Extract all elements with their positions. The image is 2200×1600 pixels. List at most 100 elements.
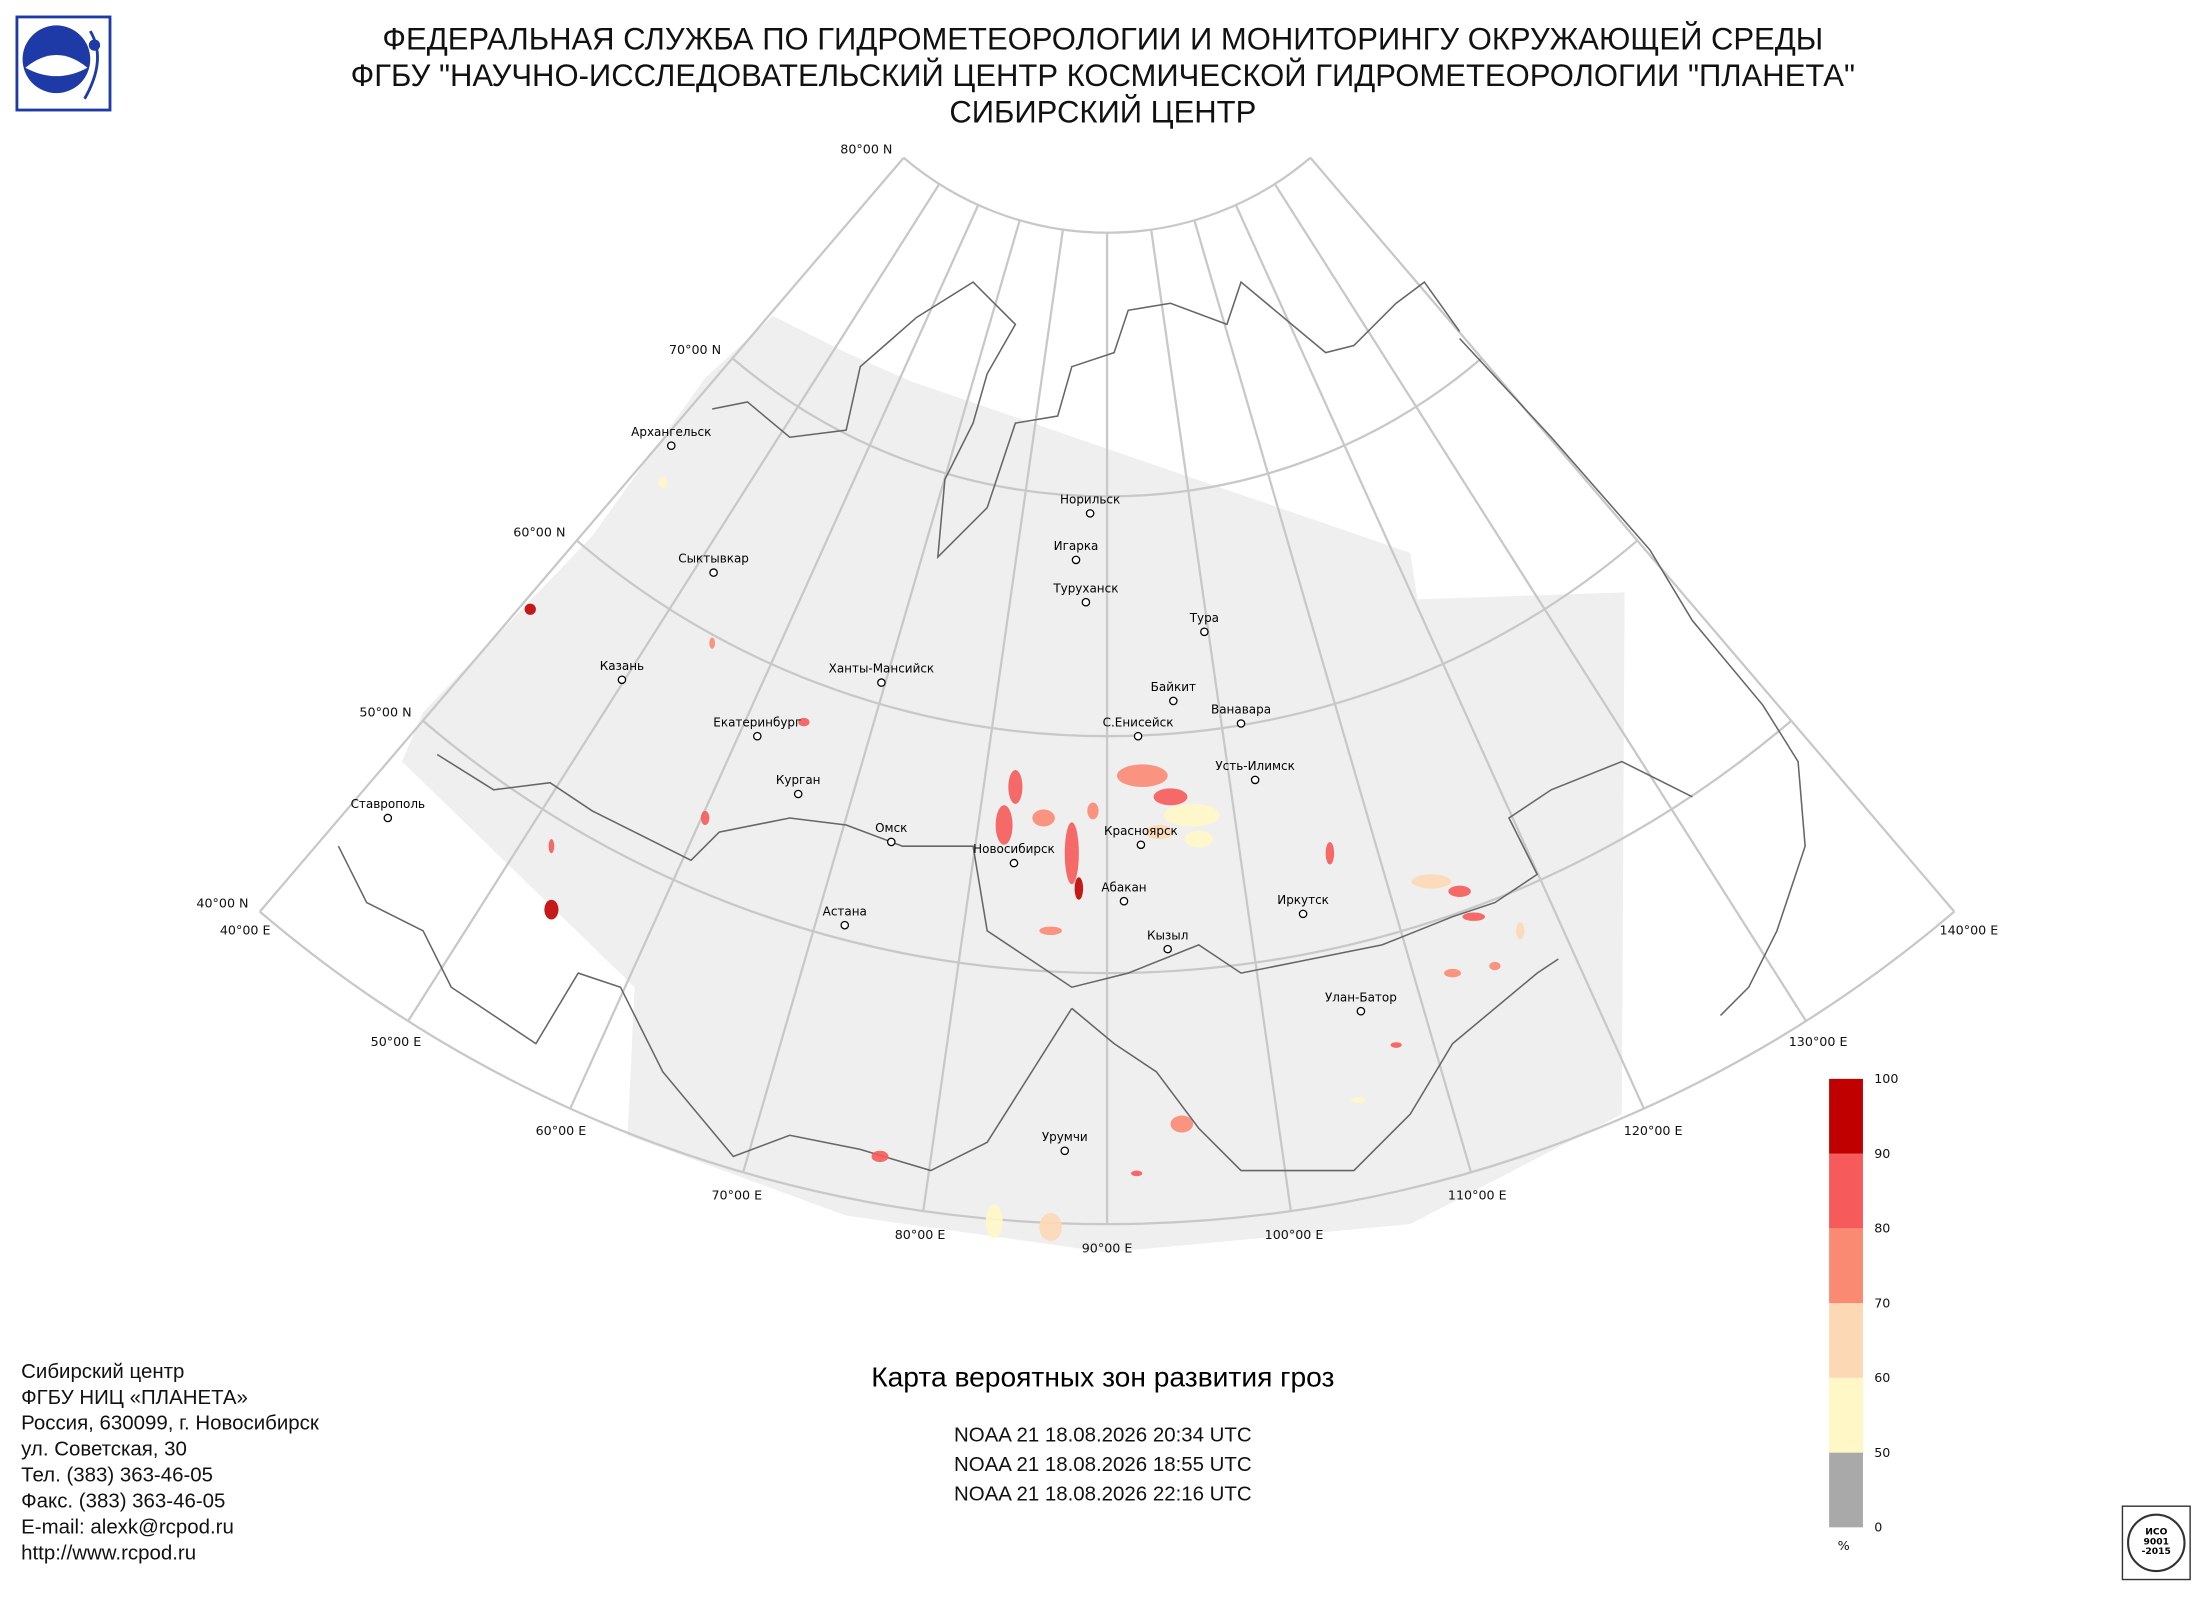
- city-marker: [753, 731, 762, 741]
- city-label: Новосибирск: [973, 842, 1055, 856]
- storm-zone: [1516, 922, 1525, 940]
- city-marker: [1060, 1146, 1070, 1156]
- meridian: [1234, 204, 1645, 1110]
- legend-tick-label: 50: [1874, 1445, 1890, 1460]
- storm-zone: [1039, 1212, 1062, 1242]
- legend-tick-label: 70: [1874, 1295, 1890, 1310]
- city-label: Ханты-Мансийск: [829, 662, 935, 676]
- address-line: E-mail: alexk@rcpod.ru: [21, 1516, 234, 1539]
- storm-zone: [658, 476, 668, 488]
- legend-segment: [1829, 1078, 1863, 1154]
- city-label: Кызыл: [1147, 928, 1188, 942]
- longitude-label: 90°00 E: [1082, 1240, 1133, 1255]
- legend-segment: [1829, 1377, 1863, 1453]
- city-marker: [666, 441, 676, 450]
- city-label: Архангельск: [631, 425, 711, 439]
- storm-zone: [700, 810, 710, 826]
- storm-zone: [1163, 803, 1220, 827]
- legend-tick-label: 0: [1874, 1520, 1882, 1535]
- city-marker: [1169, 696, 1178, 706]
- stamp-text: 9001: [2144, 1536, 2169, 1547]
- city-label: Тура: [1189, 611, 1219, 625]
- borders: [337, 280, 1806, 1172]
- header-line: ФГБУ "НАУЧНО-ИССЛЕДОВАТЕЛЬСКИЙ ЦЕНТР КОС…: [351, 57, 1855, 93]
- city-marker: [1119, 896, 1129, 906]
- stamp-text: -2015: [2142, 1546, 2171, 1557]
- city-label: Урумчи: [1042, 1130, 1088, 1144]
- address-line: ФГБУ НИЦ «ПЛАНЕТА»: [21, 1386, 248, 1409]
- city-label: Игарка: [1054, 539, 1099, 553]
- city-label: Усть-Илимск: [1215, 759, 1294, 773]
- storm-zone: [709, 637, 715, 649]
- city-marker: [886, 837, 896, 847]
- longitude-label: 140°00 E: [1940, 922, 1999, 937]
- address-line: http://www.rcpod.ru: [21, 1541, 196, 1564]
- city-label: Курган: [776, 773, 821, 787]
- city-label: Ванавара: [1211, 703, 1271, 717]
- storm-zone: [1008, 770, 1023, 804]
- storm-zone: [1170, 1115, 1194, 1133]
- longitude-label: 120°00 E: [1624, 1123, 1683, 1138]
- city-marker: [1356, 1006, 1366, 1016]
- storm-zone: [995, 805, 1013, 845]
- storm-zone: [1032, 809, 1055, 827]
- meridian: [1309, 156, 1956, 913]
- stamp-text: ИСО: [2145, 1526, 2167, 1537]
- storm-zone: [548, 839, 555, 854]
- city-marker: [840, 920, 850, 930]
- satellite-pass: NOAA 21 18.08.2026 20:34 UTC: [954, 1423, 1252, 1446]
- city-label: Норильск: [1060, 492, 1120, 506]
- storm-zone: [1074, 877, 1084, 900]
- city-marker: [793, 789, 803, 799]
- storm-zone: [1145, 825, 1174, 840]
- city-marker: [1250, 775, 1260, 785]
- city-label: Ставрополь: [351, 797, 426, 811]
- longitude-label: 130°00 E: [1789, 1034, 1848, 1049]
- city-marker: [1071, 555, 1081, 565]
- meridian: [569, 204, 980, 1110]
- legend-tick-label: 100: [1874, 1071, 1898, 1086]
- city-marker: [383, 813, 393, 823]
- legend-tick-label: 80: [1874, 1221, 1890, 1236]
- legend-unit: %: [1838, 1538, 1850, 1553]
- storm-zone: [524, 603, 536, 615]
- header-line: СИБИРСКИЙ ЦЕНТР: [949, 94, 1256, 130]
- storm-zone: [1444, 968, 1462, 978]
- longitude-label: 70°00 E: [711, 1188, 762, 1203]
- storm-zone: [1489, 961, 1501, 971]
- parallel: [902, 156, 1312, 234]
- header-line: ФЕДЕРАЛЬНАЯ СЛУЖБА ПО ГИДРОМЕТЕОРОЛОГИИ …: [382, 20, 1823, 56]
- meridian: [1193, 219, 1473, 1173]
- city-marker: [1236, 719, 1246, 728]
- address-line: ул. Советская, 30: [21, 1438, 187, 1461]
- latitude-label: 70°00 N: [669, 342, 721, 357]
- city-label: Омск: [875, 821, 907, 835]
- storm-zone: [871, 1150, 889, 1163]
- address-line: Россия, 630099, г. Новосибирск: [21, 1412, 320, 1435]
- latitude-label: 40°00 N: [196, 895, 248, 910]
- legend-segment: [1829, 1452, 1863, 1528]
- city-label: Туруханск: [1052, 581, 1118, 595]
- meridian: [922, 229, 1065, 1212]
- storm-zone: [1039, 926, 1062, 936]
- graticule: 80°00 N 70°00 N 60°00 N 50°00 N 40°00 N 40°00…: [196, 141, 1998, 1255]
- city-marker: [1133, 731, 1143, 741]
- storm-zone: [1448, 885, 1471, 897]
- address-line: Тел. (383) 363-46-05: [21, 1464, 213, 1487]
- satellite-pass: NOAA 21 18.08.2026 22:16 UTC: [954, 1483, 1252, 1506]
- meridian: [258, 156, 905, 913]
- city-marker: [1163, 944, 1172, 954]
- city-marker: [1085, 509, 1095, 518]
- meridian: [1150, 229, 1292, 1212]
- longitude-label: 80°00 E: [895, 1227, 946, 1242]
- longitude-label: 50°00 E: [371, 1034, 422, 1049]
- address: Сибирский центр ФГБУ НИЦ «ПЛАНЕТА» Россия,…: [21, 1360, 320, 1565]
- city-marker: [877, 678, 886, 687]
- city-marker: [1136, 840, 1146, 850]
- storm-zone: [1064, 822, 1079, 885]
- satellite-pass: NOAA 21 18.08.2026 18:55 UTC: [954, 1453, 1252, 1476]
- meridian: [407, 183, 941, 1022]
- legend-segment: [1829, 1303, 1863, 1378]
